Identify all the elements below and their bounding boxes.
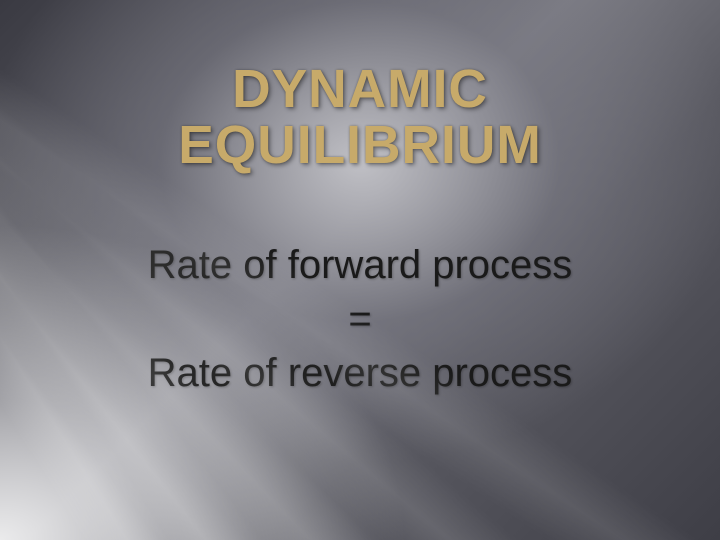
body-line-equals: =: [148, 292, 573, 346]
slide-body: Rate of forward process = Rate of revers…: [148, 238, 573, 400]
body-line-1: Rate of forward process: [148, 238, 573, 292]
slide-title: DYNAMIC EQUILIBRIUM: [178, 62, 542, 174]
slide: DYNAMIC EQUILIBRIUM Rate of forward proc…: [0, 0, 720, 540]
title-line-2: EQUILIBRIUM: [178, 118, 542, 174]
body-line-3: Rate of reverse process: [148, 346, 573, 400]
title-line-1: DYNAMIC: [178, 62, 542, 118]
